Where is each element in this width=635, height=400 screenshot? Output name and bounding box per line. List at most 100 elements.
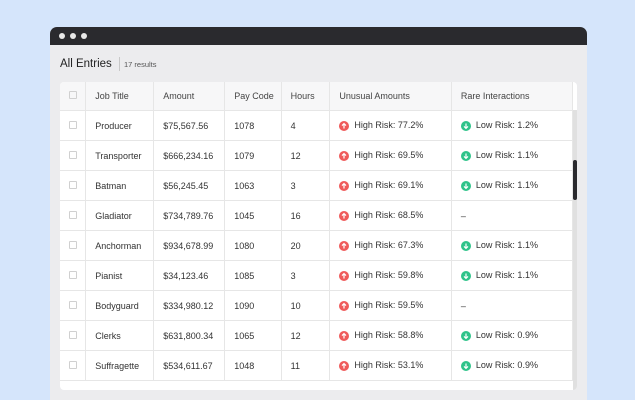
- risk-label: Low Risk: 1.1%: [475, 180, 538, 191]
- risk-icon: [339, 330, 350, 341]
- risk-icon: [339, 270, 350, 281]
- cell-text: 1085: [234, 270, 255, 281]
- cell-text: 12: [290, 330, 301, 341]
- window-dot[interactable]: [81, 33, 87, 39]
- table-cell: 1079: [224, 140, 282, 171]
- risk-label: Low Risk: 1.2%: [475, 120, 538, 131]
- risk-icon: [460, 120, 471, 131]
- cell-text: 3: [290, 270, 296, 281]
- risk-label: High Risk: 58.8%: [354, 330, 424, 341]
- checkbox[interactable]: [69, 120, 77, 129]
- table-cell: 1063: [224, 170, 282, 201]
- checkbox[interactable]: [69, 270, 77, 279]
- column-header[interactable]: Rare Interactions: [451, 82, 574, 111]
- select-cell: [60, 320, 87, 351]
- checkbox[interactable]: [69, 360, 77, 369]
- header-row: Job Title Amount Pay Code Hours Unusual Amou…: [60, 82, 574, 111]
- table-cell: 3: [281, 170, 331, 201]
- scrollbar-thumb[interactable]: [573, 160, 577, 200]
- cell-text: 12: [290, 150, 301, 161]
- checkbox[interactable]: [69, 150, 77, 159]
- window-dot[interactable]: [70, 33, 76, 39]
- risk-label: High Risk: 69.5%: [354, 150, 424, 161]
- table-cell: –: [451, 290, 574, 321]
- window: All Entries 17 results Job Title Amount Pa…: [50, 27, 587, 400]
- table-cell: Transporter: [85, 140, 155, 171]
- cell-text: 16: [290, 210, 301, 221]
- table-row[interactable]: Gladiator $734,789.76 1045 16 High Risk: 68.…: [60, 200, 574, 231]
- scrollbar[interactable]: [573, 110, 577, 390]
- table-row[interactable]: Batman $56,245.45 1063 3 High Risk: 69.1% Low…: [60, 170, 574, 201]
- cell-text: Batman: [95, 180, 127, 191]
- table-cell: 16: [281, 200, 331, 231]
- select-cell: [60, 230, 87, 261]
- window-dot[interactable]: [59, 33, 65, 39]
- risk-label: High Risk: 59.8%: [354, 270, 424, 281]
- cell-text: 3: [290, 180, 296, 191]
- risk-label: High Risk: 53.1%: [354, 360, 424, 371]
- table-cell: $75,567.56: [153, 110, 226, 141]
- checkbox[interactable]: [69, 330, 77, 339]
- table-cell: 10: [281, 290, 331, 321]
- risk-label: Low Risk: 1.1%: [475, 150, 538, 161]
- checkbox[interactable]: [69, 180, 77, 189]
- cell-text: $734,789.76: [163, 210, 214, 221]
- checkbox[interactable]: [69, 91, 77, 99]
- cell-text: 20: [290, 240, 301, 251]
- checkbox[interactable]: [69, 240, 77, 249]
- table-cell: 1080: [224, 230, 282, 261]
- table-cell: High Risk: 77.2%: [329, 110, 452, 141]
- table-row[interactable]: Anchorman $934,678.99 1080 20 High Risk: 67.…: [60, 230, 574, 261]
- table-cell: 20: [281, 230, 331, 261]
- table-cell: 12: [281, 320, 331, 351]
- cell-text: $56,245.45: [163, 180, 209, 191]
- table-row[interactable]: Bodyguard $334,980.12 1090 10 High Risk: 59.…: [60, 290, 574, 321]
- column-header[interactable]: Unusual Amounts: [329, 82, 452, 111]
- cell-text: 4: [290, 120, 296, 131]
- risk-label: Low Risk: 1.1%: [475, 240, 538, 251]
- select-cell: [60, 170, 87, 201]
- checkbox[interactable]: [69, 210, 77, 219]
- select-cell: [60, 110, 87, 141]
- table-cell: Producer: [85, 110, 155, 141]
- table-cell: $934,678.99: [153, 230, 226, 261]
- cell-text: Suffragette: [95, 360, 140, 371]
- table-cell: $631,800.34: [153, 320, 226, 351]
- risk-icon: [339, 360, 350, 371]
- table-cell: $534,611.67: [153, 350, 226, 381]
- column-header[interactable]: Amount: [153, 82, 226, 111]
- table-cell: Bodyguard: [85, 290, 155, 321]
- checkbox[interactable]: [69, 300, 77, 309]
- column-header[interactable]: Pay Code: [224, 82, 282, 111]
- select-cell: [60, 200, 87, 231]
- cell-text: Gladiator: [95, 210, 132, 221]
- cell-text: Clerks: [95, 330, 121, 341]
- table-cell: Suffragette: [85, 350, 155, 381]
- page-title: All Entries: [60, 58, 112, 70]
- table-cell: Pianist: [85, 260, 155, 291]
- table-cell: Low Risk: 1.1%: [451, 260, 574, 291]
- table-row[interactable]: Producer $75,567.56 1078 4 High Risk: 77.2% L…: [60, 110, 574, 141]
- table-cell: $666,234.16: [153, 140, 226, 171]
- cell-text: $334,980.12: [163, 300, 214, 311]
- cell-text: $934,678.99: [163, 240, 214, 251]
- table-cell: Gladiator: [85, 200, 155, 231]
- title-bar: [50, 27, 587, 45]
- column-header[interactable]: Hours: [281, 82, 331, 111]
- table-row[interactable]: Suffragette $534,611.67 1048 11 High Risk: 5…: [60, 350, 574, 381]
- column-header[interactable]: Job Title: [85, 82, 155, 111]
- risk-icon: [339, 150, 350, 161]
- result-count: 17 results: [124, 60, 157, 69]
- risk-label: Low Risk: 0.9%: [475, 330, 538, 341]
- table-cell: 12: [281, 140, 331, 171]
- table-row[interactable]: Clerks $631,800.34 1065 12 High Risk: 58.8% L…: [60, 320, 574, 351]
- risk-icon: [460, 180, 471, 191]
- table-row[interactable]: Transporter $666,234.16 1079 12 High Risk: 6…: [60, 140, 574, 171]
- table-cell: High Risk: 67.3%: [329, 230, 452, 261]
- risk-label: –: [460, 300, 466, 311]
- table-row[interactable]: Pianist $34,123.46 1085 3 High Risk: 59.8% Lo…: [60, 260, 574, 291]
- table-cell: $334,980.12: [153, 290, 226, 321]
- select-cell: [60, 290, 87, 321]
- table-card: Job Title Amount Pay Code Hours Unusual Amou…: [60, 82, 577, 390]
- table-cell: High Risk: 59.5%: [329, 290, 452, 321]
